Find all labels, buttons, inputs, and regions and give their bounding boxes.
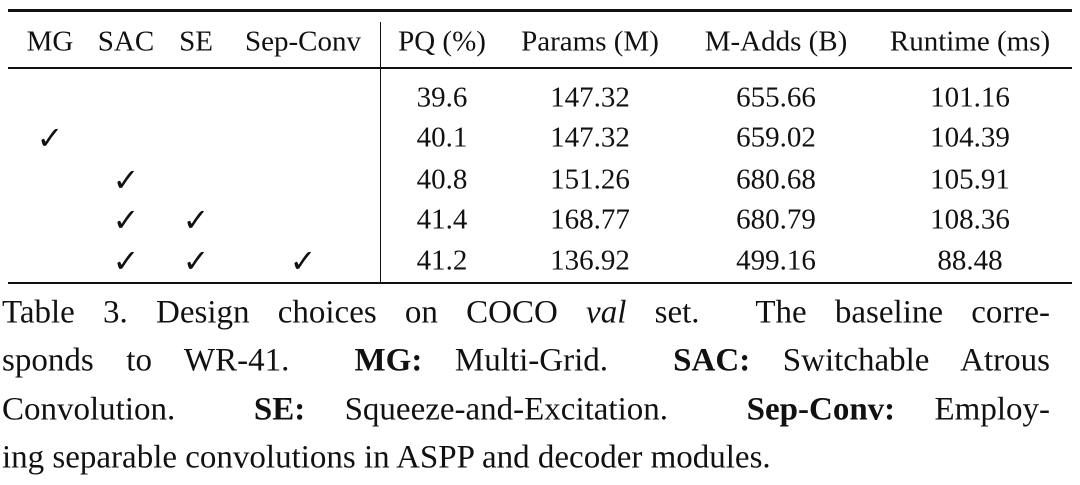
caption-line: ing separable convolutions in ASPP and d… [2, 440, 1050, 477]
table-cell: 41.4 [416, 203, 468, 236]
table-cell: 136.92 [550, 244, 630, 277]
check-mark: ✓ [112, 202, 140, 238]
caption-text: Switchable Atrous [750, 342, 1051, 379]
column-header: PQ (%) [398, 25, 486, 58]
top-rule [8, 9, 1072, 12]
column-header: MG [26, 25, 74, 58]
table-cell: 105.91 [930, 163, 1010, 196]
table-cell: 655.66 [736, 81, 816, 114]
caption-text: Multi-Grid. [422, 342, 674, 379]
check-mark: ✓ [112, 162, 140, 198]
caption-text: Employ- [895, 391, 1051, 428]
table-cell: 39.6 [416, 81, 468, 114]
caption-text: Squeeze-and-Excitation. [305, 391, 747, 428]
caption-bold: SE: [253, 391, 306, 428]
table-cell: 659.02 [736, 121, 816, 154]
caption-text: sponds to WR-41. [2, 342, 355, 379]
caption-line: sponds to WR-41. MG: Multi-Grid. SAC: Sw… [2, 343, 1050, 380]
check-mark: ✓ [182, 243, 210, 279]
caption-line: Convolution. SE: Squeeze-and-Excitation.… [2, 392, 1050, 429]
table-cell: 41.2 [416, 244, 468, 277]
caption-text: Convolution. [2, 391, 254, 428]
column-header: Runtime (ms) [889, 25, 1051, 58]
column-header: M-Adds (B) [704, 25, 848, 58]
caption-italic: val [586, 294, 627, 331]
table-cell: 104.39 [930, 121, 1010, 154]
column-header: Params (M) [521, 25, 659, 58]
header-rule [8, 67, 1072, 69]
table-cell: 40.1 [416, 121, 468, 154]
table-cell: 147.32 [550, 81, 630, 114]
check-mark: ✓ [36, 120, 64, 156]
column-header: SAC [97, 25, 155, 58]
table-cell: 168.77 [550, 203, 630, 236]
caption-text: Table 3. Design choices on COCO [2, 294, 587, 331]
caption-text: set. The baseline corre- [626, 294, 1050, 331]
bottom-rule [8, 282, 1072, 284]
caption-bold: SAC: [673, 342, 751, 379]
caption-bold: MG: [354, 342, 423, 379]
table-cell: 101.16 [930, 81, 1010, 114]
caption-bold: Sep-Conv: [746, 391, 896, 428]
caption-line: Table 3. Design choices on COCO val set.… [2, 295, 1050, 332]
table-cell: 108.36 [930, 203, 1010, 236]
table-cell: 147.32 [550, 121, 630, 154]
column-header: SE [179, 25, 213, 58]
caption-text: ing separable convolutions in ASPP and d… [2, 439, 771, 476]
column-divider [380, 22, 381, 282]
table-cell: 151.26 [550, 163, 630, 196]
table-cell: 40.8 [416, 163, 468, 196]
check-mark: ✓ [182, 202, 210, 238]
check-mark: ✓ [112, 243, 140, 279]
table-cell: 88.48 [937, 244, 1003, 277]
table-cell: 499.16 [736, 244, 816, 277]
check-mark: ✓ [289, 243, 317, 279]
column-header: Sep-Conv [245, 25, 361, 58]
table-cell: 680.68 [736, 163, 816, 196]
table-cell: 680.79 [736, 203, 816, 236]
